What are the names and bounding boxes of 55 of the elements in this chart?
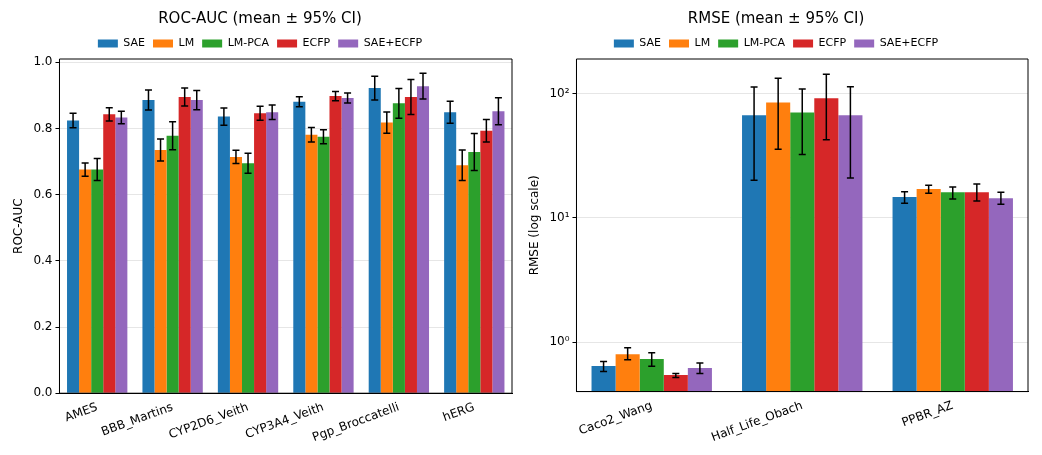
bar <box>329 96 342 393</box>
legend-label: LM <box>178 36 195 50</box>
legend-label: SAE <box>123 36 146 50</box>
bar <box>468 151 481 393</box>
y-tick-label: 10¹ <box>549 210 570 225</box>
x-tick-label: AMES <box>62 399 100 425</box>
bar <box>67 120 80 393</box>
y-tick-label: 0.6 <box>33 186 53 201</box>
legend-label: SAE+ECFP <box>879 36 939 50</box>
y-tick-label: 0.4 <box>33 252 53 267</box>
bar <box>444 112 457 393</box>
y-tick-label: 0.2 <box>33 319 53 334</box>
bar <box>266 112 279 393</box>
legend-label: LM-PCA <box>227 36 270 50</box>
bar <box>190 100 203 393</box>
bar <box>293 101 306 393</box>
bar <box>404 97 417 393</box>
bar <box>229 156 242 393</box>
bar <box>79 169 92 393</box>
bar <box>217 116 230 393</box>
legend-label: ECFP <box>818 36 847 50</box>
bar <box>492 111 505 393</box>
bar <box>317 136 330 393</box>
chart-title: RMSE (mean ± 95% CI) <box>687 8 865 27</box>
bar <box>166 135 179 393</box>
bar <box>142 100 155 393</box>
legend-label: SAE+ECFP <box>363 36 423 50</box>
bar <box>416 86 430 393</box>
bar <box>380 122 393 393</box>
chart-title: ROC-AUC (mean ± 95% CI) <box>158 8 362 27</box>
legend-label: ECFP <box>302 36 331 50</box>
bar <box>305 134 318 393</box>
legend-label: LM-PCA <box>743 36 786 50</box>
bar <box>341 98 354 393</box>
bar <box>392 103 405 393</box>
bar <box>456 165 469 393</box>
bar <box>178 97 191 393</box>
y-tick-label: 10² <box>549 85 570 100</box>
bar <box>115 117 128 393</box>
y-tick-label: 10⁰ <box>549 334 570 349</box>
bar <box>368 88 381 393</box>
y-tick-label: 0.8 <box>33 120 53 135</box>
y-tick-label: 0.0 <box>33 385 53 400</box>
bar <box>480 130 493 393</box>
bar <box>103 114 116 393</box>
y-axis-title: ROC-AUC <box>11 198 26 254</box>
bar <box>242 163 255 393</box>
x-tick-label: hERG <box>440 399 477 424</box>
y-tick-label: 1.0 <box>33 54 53 69</box>
bar <box>254 113 267 393</box>
bar <box>154 150 167 393</box>
legend-label: SAE <box>639 36 662 50</box>
legend-label: LM <box>694 36 711 50</box>
y-axis-title: RMSE (log scale) <box>527 175 542 276</box>
bar <box>91 169 104 393</box>
